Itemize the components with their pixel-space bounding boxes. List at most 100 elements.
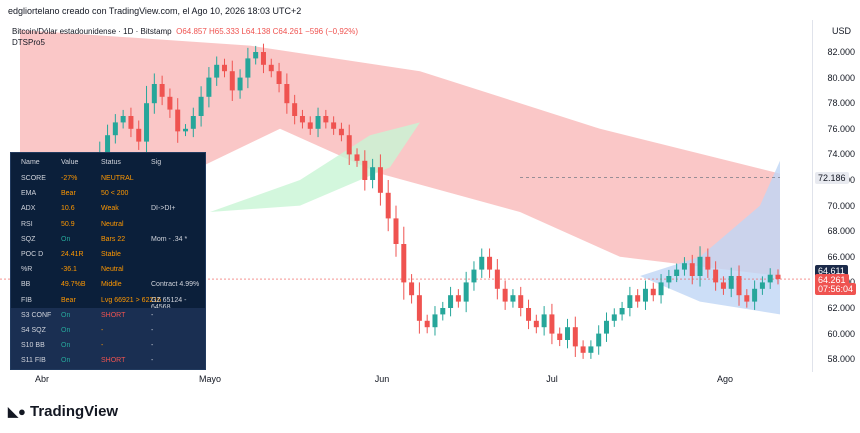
time-tick-label: Jun	[374, 374, 390, 384]
panel-row: S10 BB On - -	[11, 338, 205, 355]
panel-row: POC D 24.41R Stable	[11, 247, 205, 263]
panel-cell: EMA	[21, 190, 37, 198]
panel-cell: Middle	[101, 281, 122, 289]
panel-cell: S10 BB	[21, 342, 45, 350]
price-tick-label: 82.000	[827, 47, 855, 57]
candle-body	[144, 103, 150, 142]
panel-cell: Weak	[101, 205, 119, 213]
price-tick-label: 70.000	[827, 200, 855, 211]
candle-body	[245, 58, 251, 78]
time-tick-label: Jul	[546, 374, 558, 384]
candle-body	[151, 84, 157, 104]
candle-body	[588, 346, 594, 353]
candle-body	[183, 128, 189, 132]
time-axis[interactable]: Abr Mayo Jun Jul Ago	[0, 372, 812, 390]
candle-body	[424, 320, 430, 328]
candle-body	[276, 71, 282, 84]
panel-cell: 50.9	[61, 220, 75, 228]
panel-cell: DI->DI+	[151, 205, 176, 213]
price-tick-label: 74.000	[827, 149, 855, 160]
candle-body	[323, 116, 329, 123]
panel-cell: SHORT	[101, 311, 126, 319]
panel-row: S4 SQZ On - -	[11, 323, 205, 339]
candle-body	[377, 167, 383, 193]
indicator-label[interactable]: DTSPro5	[12, 38, 45, 47]
sentiment-panel: Name Value Status Sig SCORE -27% NEUTRAL EMA Bea…	[10, 152, 206, 370]
candle-body	[253, 52, 259, 59]
candle-body	[713, 269, 719, 283]
candle-body	[611, 314, 617, 321]
candle-body	[603, 320, 609, 334]
candle-body	[502, 288, 508, 302]
panel-row: S3 CONF On SHORT -	[11, 307, 205, 324]
panel-cell: Lvg 66921 > 62216	[101, 296, 162, 304]
candle-body	[440, 308, 446, 315]
price-tick-label: 66.000	[827, 251, 855, 262]
candle-body	[136, 128, 142, 142]
candle-body	[284, 84, 290, 104]
panel-row: SCORE -27% NEUTRAL	[11, 171, 205, 187]
candle-body	[728, 276, 734, 289]
candle-body	[658, 282, 664, 296]
panel-cell: -36.1	[61, 266, 77, 274]
price-axis[interactable]: USD 58.00060.00062.00064.00066.00068.000…	[812, 20, 860, 372]
panel-cell: FIB	[21, 296, 32, 304]
panel-row: SQZ On Bars 22 Mom - .34 *	[11, 232, 205, 248]
panel-cell: Bear	[61, 190, 76, 198]
countdown-badge: 07:56:04	[815, 282, 857, 295]
panel-cell: -	[151, 311, 154, 319]
panel-cell: Stable	[101, 251, 121, 258]
candle-body	[229, 71, 235, 91]
legend: Bitcoin/Dólar estadounidense · 1D · Bits…	[12, 26, 358, 48]
level-price-badge: 72.186	[815, 171, 849, 184]
candle-body	[409, 282, 415, 296]
panel-cell: S4 SQZ	[21, 327, 46, 334]
candle-body	[681, 263, 687, 270]
candle-body	[190, 116, 196, 129]
symbol-label[interactable]: Bitcoin/Dólar estadounidense · 1D · Bits…	[12, 27, 172, 36]
price-tick-label: 68.000	[827, 226, 855, 237]
candle-body	[471, 269, 477, 283]
candle-body	[463, 282, 469, 302]
ichimoku-cloud-green	[210, 122, 420, 212]
candle-body	[619, 308, 625, 315]
candle-body	[674, 269, 680, 276]
panel-row: RSI 50.9 Neutral	[11, 217, 205, 233]
panel-cell: -	[151, 342, 154, 350]
panel-cell: 49.7%B	[61, 281, 86, 289]
candle-body	[260, 52, 266, 65]
panel-cell: -	[151, 327, 154, 334]
candle-body	[494, 269, 500, 289]
panel-cell: -	[101, 327, 104, 334]
candle-body	[580, 346, 586, 353]
time-tick-label: Abr	[34, 374, 50, 384]
candle-body	[175, 109, 181, 132]
candle-body	[120, 116, 126, 123]
candle-body	[448, 295, 454, 308]
panel-cell: On	[61, 342, 71, 350]
candle-body	[416, 295, 422, 321]
candle-body	[221, 64, 227, 72]
panel-cell: Bars 22	[101, 235, 126, 243]
panel-row: ADX 10.6 Weak DI->DI+	[11, 201, 205, 217]
tradingview-logo[interactable]: ◣● TradingView	[8, 403, 118, 420]
candle-body	[518, 295, 524, 308]
panel-cell: Neutral	[101, 220, 124, 228]
candle-body	[479, 256, 485, 270]
candle-body	[596, 333, 602, 347]
candle-body	[767, 274, 773, 283]
last-price-badge: 64.611	[815, 264, 848, 277]
candle-body	[455, 295, 461, 302]
panel-header: Name Value Status Sig	[11, 155, 205, 171]
candle-body	[510, 295, 516, 302]
candle-body	[744, 295, 750, 302]
candle-body	[370, 167, 376, 180]
candle-body	[198, 96, 204, 116]
candle-body	[432, 314, 438, 328]
panel-cell: -27%	[61, 175, 78, 182]
panel-header-cell: Name	[21, 159, 40, 166]
price-tick-label: 80.000	[827, 72, 855, 83]
candle-body	[572, 327, 578, 347]
panel-cell: On	[61, 235, 71, 243]
